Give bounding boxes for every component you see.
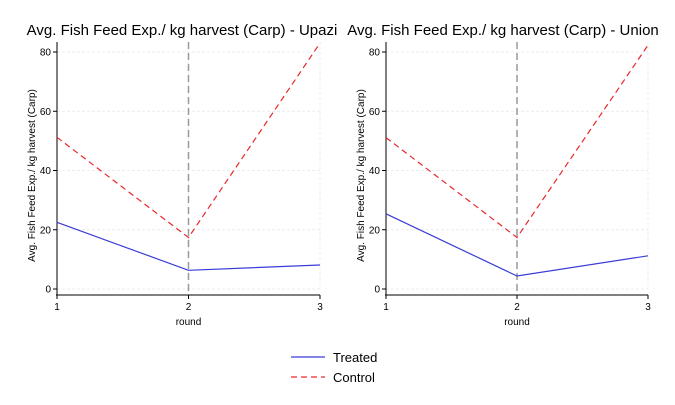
x-axis-title: round bbox=[504, 317, 530, 328]
series-line-control bbox=[56, 42, 321, 239]
chart-panel-union: Avg. Fish Feed Exp./ kg harvest (Carp) -… bbox=[347, 22, 659, 328]
legend-label-treated: Treated bbox=[333, 350, 377, 365]
x-tick-label: 1 bbox=[54, 302, 60, 313]
y-tick-label: 60 bbox=[369, 107, 381, 118]
series-line-treated bbox=[385, 213, 649, 277]
x-tick-label: 3 bbox=[317, 302, 323, 313]
legend-label-control: Control bbox=[333, 370, 375, 385]
y-tick-label: 40 bbox=[40, 166, 52, 177]
y-tick-label: 0 bbox=[45, 285, 51, 296]
y-tick-label: 60 bbox=[40, 107, 52, 118]
x-tick-label: 2 bbox=[186, 302, 192, 313]
x-axis-title: round bbox=[176, 317, 202, 328]
y-tick-label: 20 bbox=[40, 225, 52, 236]
y-tick-label: 80 bbox=[369, 48, 381, 59]
y-tick-label: 0 bbox=[374, 285, 380, 296]
series-line-treated bbox=[56, 221, 321, 271]
y-axis-title: Avg. Fish Feed Exp./ kg harvest (Carp) bbox=[356, 89, 367, 262]
chart-panel-upazila: Avg. Fish Feed Exp./ kg harvest (Carp) -… bbox=[27, 22, 338, 328]
panel-title: Avg. Fish Feed Exp./ kg harvest (Carp) -… bbox=[27, 22, 338, 39]
y-tick-label: 40 bbox=[369, 166, 381, 177]
x-tick-label: 2 bbox=[514, 302, 520, 313]
y-tick-label: 20 bbox=[369, 225, 381, 236]
series-line-control bbox=[385, 44, 649, 239]
x-tick-label: 1 bbox=[383, 302, 389, 313]
panel-title: Avg. Fish Feed Exp./ kg harvest (Carp) -… bbox=[347, 22, 659, 39]
legend: Treated Control bbox=[291, 350, 377, 385]
y-tick-label: 80 bbox=[40, 48, 52, 59]
x-tick-label: 3 bbox=[645, 302, 651, 313]
y-axis-title: Avg. Fish Feed Exp./ kg harvest (Carp) bbox=[27, 89, 38, 262]
